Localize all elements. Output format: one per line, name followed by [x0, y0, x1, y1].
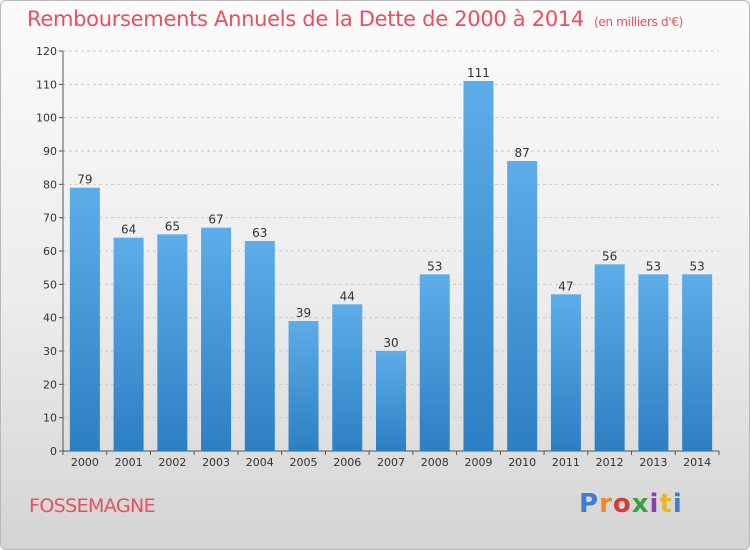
- bar-2000: [69, 187, 100, 451]
- y-tick-label: 120: [36, 45, 57, 58]
- logo-letter: x: [631, 489, 650, 519]
- y-tick-label: 70: [43, 212, 57, 225]
- logo-letter: o: [612, 489, 632, 519]
- bar-2013: [638, 274, 669, 451]
- data-label-2004: 63: [252, 226, 267, 240]
- data-label-2000: 79: [77, 173, 92, 187]
- x-tick-label: 2011: [552, 456, 580, 469]
- y-tick-label: 100: [36, 112, 57, 125]
- x-tick-label: 2002: [158, 456, 186, 469]
- x-tick-label: 2010: [508, 456, 536, 469]
- data-label-2013: 53: [646, 259, 661, 273]
- data-label-2006: 44: [340, 289, 355, 303]
- x-tick-label: 2006: [333, 456, 361, 469]
- logo-letter: i: [672, 489, 683, 519]
- data-label-2010: 87: [515, 146, 530, 160]
- x-tick-label: 2007: [377, 456, 405, 469]
- chart-title-text: Remboursements Annuels de la Dette de 20…: [27, 7, 584, 31]
- commune-name: FOSSEMAGNE: [29, 495, 156, 517]
- y-tick-label: 0: [50, 445, 57, 458]
- bar-2001: [113, 237, 144, 451]
- chart-title: Remboursements Annuels de la Dette de 20…: [27, 7, 683, 31]
- bar-2004: [244, 241, 275, 451]
- data-label-2012: 56: [602, 249, 617, 263]
- bar-2003: [201, 227, 232, 451]
- y-tick-label: 90: [43, 145, 57, 158]
- x-tick-label: 2008: [421, 456, 449, 469]
- bars: [69, 81, 713, 451]
- y-tick-label: 60: [43, 245, 57, 258]
- x-tick-label: 2003: [202, 456, 230, 469]
- bar-2007: [376, 351, 406, 451]
- data-label-2007: 30: [383, 336, 398, 350]
- bar-2014: [682, 274, 713, 451]
- y-tick-label: 10: [43, 412, 57, 425]
- data-label-2009: 111: [467, 66, 490, 80]
- data-label-2014: 53: [689, 259, 704, 273]
- bar-2008: [419, 274, 450, 451]
- data-label-2002: 65: [165, 219, 180, 233]
- bar-2010: [507, 161, 538, 451]
- y-tick-label: 30: [43, 345, 57, 358]
- x-tick-label: 2004: [246, 456, 274, 469]
- proxiti-logo: Proxiti: [579, 489, 683, 519]
- x-tick-label: 2000: [71, 456, 99, 469]
- x-tick-label: 2005: [290, 456, 318, 469]
- data-label-2005: 39: [296, 306, 311, 320]
- bar-2002: [157, 234, 188, 451]
- logo-letter: i: [649, 489, 660, 519]
- logo-letter: t: [659, 489, 673, 519]
- y-tick-label: 110: [36, 78, 57, 91]
- y-tick-label: 80: [43, 178, 57, 191]
- logo-letter: r: [599, 489, 613, 519]
- chart-unit-note: (en milliers d'€): [594, 15, 684, 29]
- bar-2011: [550, 294, 581, 451]
- data-label-2001: 64: [121, 223, 136, 237]
- y-tick-label: 40: [43, 312, 57, 325]
- data-labels: 79 64 65 67 63 39 44 30 53 111 87 47 56 53 53: [77, 66, 705, 350]
- x-tick-label: 2012: [596, 456, 624, 469]
- bar-2006: [332, 304, 363, 451]
- bar-2009: [463, 81, 494, 451]
- y-tick-label: 50: [43, 278, 57, 291]
- x-tick-label: 2014: [683, 456, 711, 469]
- data-label-2011: 47: [558, 279, 573, 293]
- bar-2012: [594, 264, 625, 451]
- x-tick-label: 2013: [639, 456, 667, 469]
- x-tick-label: 2001: [115, 456, 143, 469]
- data-label-2003: 67: [208, 213, 223, 227]
- bar-2005: [288, 321, 319, 451]
- data-label-2008: 53: [427, 259, 442, 273]
- y-tick-label: 20: [43, 378, 57, 391]
- axes: 0 10 20 30 40 50 60 70 80 90 100 110 120 2000 2001 2002…: [36, 45, 720, 469]
- x-tick-label: 2009: [464, 456, 492, 469]
- logo-letter: P: [579, 489, 600, 519]
